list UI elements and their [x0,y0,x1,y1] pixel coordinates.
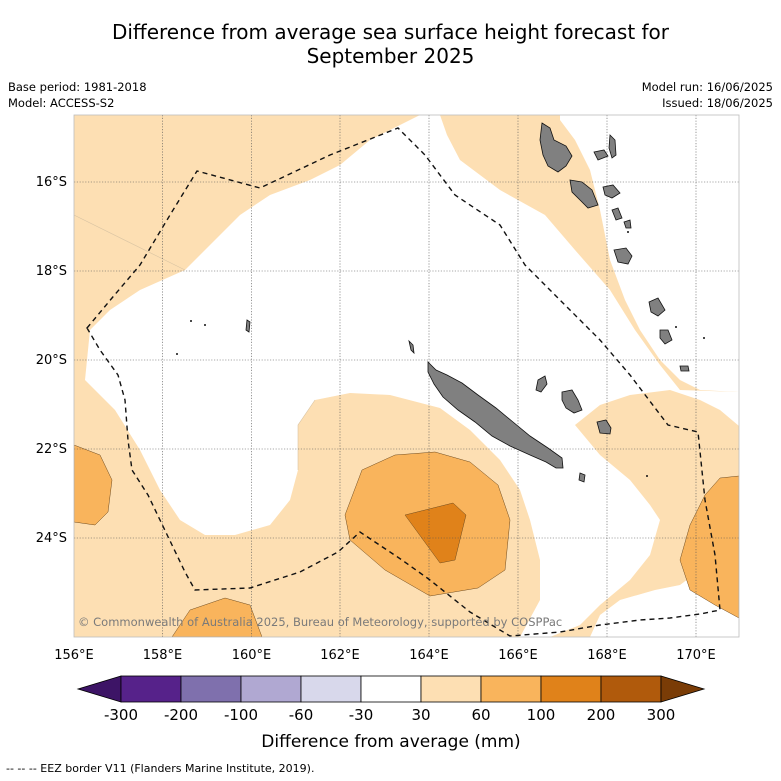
map-title: Difference from average sea surface heig… [0,20,781,68]
anomaly-band-60-100-south [171,597,263,637]
ambae-land [593,149,609,161]
colorbar-extend-low [76,675,122,703]
reef-dot-2 [204,324,206,326]
ouvea-land [535,375,548,393]
title-line-2: September 2025 [306,44,475,68]
aneityum-land [659,329,673,345]
colorbar-tick: -100 [224,706,258,724]
lon-label: 168°E [587,648,627,663]
colorbar-tick: 60 [471,706,490,724]
lat-label: 20°S [36,353,67,368]
vanuatu-islet-3 [679,365,690,372]
reef-dot-7 [627,231,629,233]
lon-label: 158°E [143,648,183,663]
neutral-region [85,115,739,637]
lat-label: 22°S [36,442,67,457]
new-caledonia-islet [408,339,415,355]
lon-label: 166°E [498,648,538,663]
model-run-date: Model run: 16/06/2025 [641,80,773,94]
pentecost-land [608,134,617,159]
colorbar-segment [420,675,482,703]
vanuatu-islet-1 [611,207,623,221]
efate-land [602,184,621,199]
reef-dot-3 [176,353,178,355]
colorbar-segment [540,675,602,703]
lon-label: 156°E [54,648,94,663]
lifou-land [561,389,583,414]
map-frame [73,114,740,638]
new-caledonia-land [427,361,564,469]
anomaly-band-100-200 [404,502,467,564]
tanna-land [648,297,666,317]
espiritu-santo-land [539,122,573,173]
colorbar-extend-high [660,675,706,703]
reef-dot-6 [646,475,648,477]
lon-label: 162°E [320,648,360,663]
latitude-labels: 16°S 18°S 20°S 22°S 24°S [36,175,67,546]
colorbar-tick: -30 [349,706,374,724]
mare-land [596,419,612,435]
issued-date: Issued: 18/06/2025 [662,96,773,110]
reef-dot-4 [675,326,677,328]
map-panel: © Commonwealth of Australia 2025, Bureau… [74,115,739,637]
vanuatu-islet-2 [623,219,632,229]
lat-label: 16°S [36,175,67,190]
reef-dot-1 [190,320,192,322]
isle-of-pines [578,472,586,483]
lat-label: 18°S [36,264,67,279]
eez-legend-footnote: -- -- -- EEZ border V11 (Flanders Marine… [6,762,315,775]
colorbar-segment [600,675,662,703]
reef-dot-5 [703,337,705,339]
neutral-region-ne [560,115,739,392]
colorbar-tick: -200 [164,706,198,724]
malekula-land [569,179,599,209]
colorbar [76,675,706,703]
title-line-1: Difference from average sea surface heig… [111,20,670,44]
eez-border [86,127,721,637]
lon-label: 170°E [676,648,716,663]
colorbar-tick: 300 [647,706,676,724]
colorbar-title: Difference from average (mm) [261,732,520,752]
colorbar-tick-labels: -300 -200 -100 -60 -30 30 60 100 200 300 [104,706,675,724]
colorbar-segment [120,675,182,703]
colorbar-segment [180,675,242,703]
lat-label: 24°S [36,531,67,546]
lon-label: 164°E [409,648,449,663]
contour-30 [74,214,316,470]
colorbar-tick: -300 [104,706,138,724]
model-name: Model: ACCESS-S2 [8,96,115,110]
run-info: Model run: 16/06/2025 Issued: 18/06/2025 [642,79,773,111]
chesterfield-islet [245,319,251,333]
colorbar-segment [360,675,422,703]
model-info: Base period: 1981-2018 Model: ACCESS-S2 [8,79,147,111]
graticule [74,115,739,637]
longitude-labels: 156°E 158°E 160°E 162°E 164°E 166°E 168°… [54,648,716,663]
colorbar-segment [300,675,362,703]
lon-label: 160°E [232,648,272,663]
colorbar-tick: -60 [289,706,314,724]
anomaly-band-60-100-east [679,475,739,619]
erromango-land [613,247,633,265]
colorbar-tick: 200 [587,706,616,724]
colorbar-tick: 30 [411,706,430,724]
colorbar-segment [480,675,542,703]
colorbar-segment [240,675,302,703]
anomaly-band-60-100-west [74,444,113,526]
copyright-text: © Commonwealth of Australia 2025, Bureau… [78,615,562,629]
base-period: Base period: 1981-2018 [8,80,147,94]
colorbar-tick: 100 [527,706,556,724]
